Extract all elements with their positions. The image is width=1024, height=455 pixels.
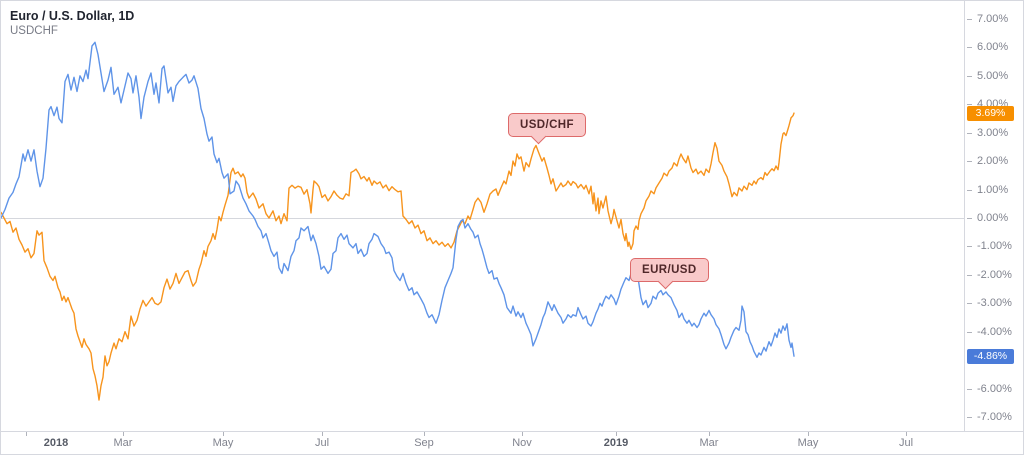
- price-axis-tick: [967, 303, 972, 304]
- price-axis-tick: [967, 246, 972, 247]
- time-axis-label: Nov: [512, 437, 532, 449]
- price-axis-label: -3.00%: [977, 297, 1012, 309]
- price-axis-label: -1.00%: [977, 240, 1012, 252]
- price-axis-tick: [967, 133, 972, 134]
- usdchf-line[interactable]: [1, 112, 795, 401]
- price-axis-tick: [967, 275, 972, 276]
- price-axis-label: -6.00%: [977, 383, 1012, 395]
- price-axis-label: 0.00%: [977, 212, 1009, 224]
- price-axis-tick: [967, 190, 972, 191]
- time-axis-tick: [616, 432, 617, 436]
- time-axis-label: Jul: [314, 437, 330, 449]
- time-axis-tick: [522, 432, 523, 436]
- symbol-title: Euro / U.S. Dollar, 1D: [10, 9, 135, 23]
- price-axis-label: 1.00%: [977, 184, 1009, 196]
- price-axis-label: -4.00%: [977, 326, 1012, 338]
- time-axis-tick: [424, 432, 425, 436]
- usdchf-callout-text: USD/CHF: [520, 119, 574, 131]
- time-axis-tick: [223, 432, 224, 436]
- price-axis[interactable]: 7.00% 6.00% 5.00% 4.00% 3.00% 2.00% 1.00% 0.00%…: [964, 1, 1023, 431]
- time-axis-label: 2018: [43, 437, 69, 449]
- price-axis-label: 7.00%: [977, 13, 1009, 25]
- compare-symbol-label: USDCHF: [10, 25, 58, 37]
- time-axis-tick: [709, 432, 710, 436]
- chart-legend[interactable]: Euro / U.S. Dollar, 1D USDCHF: [10, 8, 134, 39]
- usdchf-price-badge: 3.69%: [967, 106, 1014, 121]
- eurusd-series-callout[interactable]: EUR/USD: [630, 258, 709, 290]
- eurusd-line[interactable]: [1, 41, 795, 358]
- price-axis-tick: [967, 104, 972, 105]
- price-axis-tick: [967, 417, 972, 418]
- chart-plot-area[interactable]: Euro / U.S. Dollar, 1D USDCHF USD/CHF EU…: [1, 1, 964, 431]
- price-axis-label: 2.00%: [977, 155, 1009, 167]
- time-axis[interactable]: 2018 Mar May Jul Sep Nov 2019 Mar May Jul: [1, 431, 1023, 454]
- time-axis-label: Mar: [699, 437, 719, 449]
- eurusd-callout-text: EUR/USD: [642, 264, 697, 276]
- time-axis-label: Mar: [113, 437, 133, 449]
- price-axis-label: 5.00%: [977, 70, 1009, 82]
- price-axis-tick: [967, 332, 972, 333]
- time-axis-tick: [906, 432, 907, 436]
- usdchf-series-callout[interactable]: USD/CHF: [508, 113, 586, 145]
- time-axis-label: Jul: [898, 437, 914, 449]
- series-canvas: [1, 41, 964, 401]
- price-axis-tick: [967, 76, 972, 77]
- price-axis-tick: [967, 47, 972, 48]
- time-axis-label: May: [797, 437, 819, 449]
- time-axis-tick: [808, 432, 809, 436]
- time-axis-label: 2019: [603, 437, 629, 449]
- time-axis-label: Sep: [414, 437, 434, 449]
- price-axis-label: -2.00%: [977, 269, 1012, 281]
- price-axis-tick: [967, 161, 972, 162]
- price-axis-label: -7.00%: [977, 411, 1012, 423]
- price-axis-tick: [967, 19, 972, 20]
- time-axis-label: May: [212, 437, 234, 449]
- price-axis-tick: [967, 389, 972, 390]
- eurusd-price-badge: -4.86%: [967, 349, 1014, 364]
- time-axis-tick: [26, 432, 27, 436]
- price-axis-label: 3.00%: [977, 127, 1009, 139]
- price-axis-label: 6.00%: [977, 41, 1009, 53]
- time-axis-tick: [123, 432, 124, 436]
- price-axis-tick: [967, 218, 972, 219]
- time-axis-tick: [322, 432, 323, 436]
